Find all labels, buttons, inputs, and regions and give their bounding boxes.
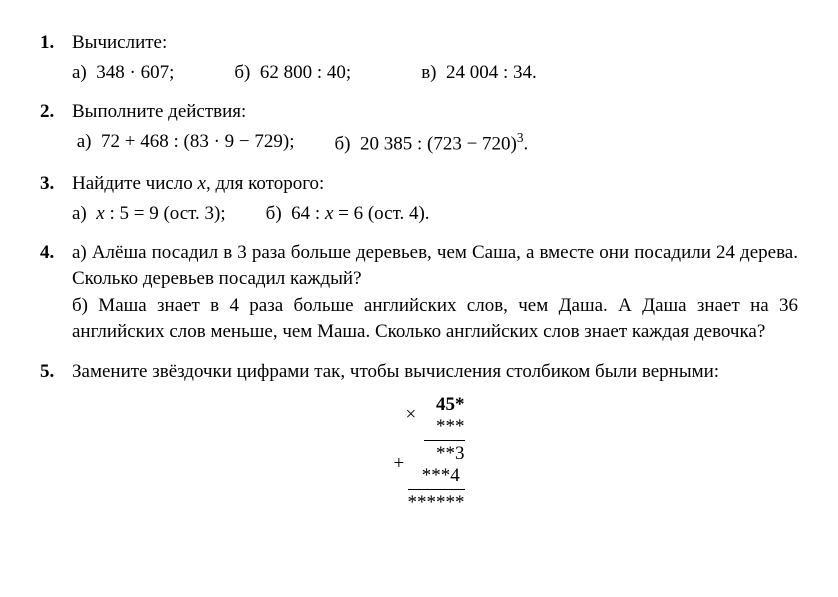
tail: . [524, 133, 529, 154]
gap [351, 60, 421, 86]
calc-block: × 45* *** + **3 ***4 ****** [406, 394, 465, 513]
calc-line-3: + **3 [406, 443, 465, 465]
calc-line-5: ****** [406, 492, 465, 514]
calc-value: 45* [436, 394, 465, 415]
sub-v: в) 24 004 : 34. [421, 60, 537, 86]
gap [226, 201, 266, 227]
calc-line-4: ***4 [406, 465, 465, 487]
sub-a: а) x : 5 = 9 (ост. 3); [72, 201, 226, 227]
problem-1: 1. Вычислите: а) 348 · 607; б) 62 800 : … [40, 30, 798, 85]
intro-text: Найдите число x, для которого: [72, 171, 798, 197]
calc-value: ****** [408, 492, 465, 513]
sub-row: а) 348 · 607; б) 62 800 : 40; в) 24 004 … [72, 60, 798, 86]
paragraph-a: а) Алёша посадил в 3 раза больше деревье… [72, 240, 798, 291]
problem-body: Замените звёздочки цифрами так, чтобы вы… [72, 359, 798, 514]
sub-b-text: б) 20 385 : (723 − 720) [334, 133, 516, 154]
intro-text: Вычислите: [72, 30, 798, 56]
calc-line-2: *** [406, 416, 465, 438]
paragraph-b: б) Маша знает в 4 раза больше английских… [72, 293, 798, 344]
intro-text: Выполните действия: [72, 99, 798, 125]
calc-value: *** [436, 416, 465, 437]
problem-body: Найдите число x, для которого: а) x : 5 … [72, 171, 798, 226]
sub-b: б) 62 800 : 40; [234, 60, 351, 86]
problem-number: 4. [40, 240, 72, 345]
problem-number: 2. [40, 99, 72, 157]
sub-b: б) 20 385 : (723 − 720)3. [334, 129, 528, 157]
problem-body: Выполните действия: а) 72 + 468 : (83 · … [72, 99, 798, 157]
problem-4: 4. а) Алёша посадил в 3 раза больше дере… [40, 240, 798, 345]
intro-text: Замените звёздочки цифрами так, чтобы вы… [72, 359, 798, 385]
exponent: 3 [517, 130, 524, 145]
sub-a: а) 72 + 468 : (83 · 9 − 729); [72, 129, 294, 157]
problem-number: 3. [40, 171, 72, 226]
problem-2: 2. Выполните действия: а) 72 + 468 : (83… [40, 99, 798, 157]
problem-body: Вычислите: а) 348 · 607; б) 62 800 : 40;… [72, 30, 798, 85]
column-calculation: × 45* *** + **3 ***4 ****** [72, 394, 798, 513]
problem-3: 3. Найдите число x, для которого: а) x :… [40, 171, 798, 226]
calc-line-1: × 45* [406, 394, 465, 416]
problem-5: 5. Замените звёздочки цифрами так, чтобы… [40, 359, 798, 514]
problem-number: 1. [40, 30, 72, 85]
sub-b: б) 64 : x = 6 (ост. 4). [266, 201, 430, 227]
plus-sign: + [394, 453, 405, 475]
rule-1 [424, 440, 465, 441]
gap [174, 60, 234, 86]
calc-value: **3 [436, 443, 465, 464]
problem-number: 5. [40, 359, 72, 514]
problem-body: а) Алёша посадил в 3 раза больше деревье… [72, 240, 798, 345]
sub-row: а) x : 5 = 9 (ост. 3); б) 64 : x = 6 (ос… [72, 201, 798, 227]
calc-value: ***4 [422, 465, 465, 486]
sub-row: а) 72 + 468 : (83 · 9 − 729); б) 20 385 … [72, 129, 798, 157]
sub-a: а) 348 · 607; [72, 60, 174, 86]
gap [294, 129, 334, 157]
rule-2 [408, 489, 465, 490]
